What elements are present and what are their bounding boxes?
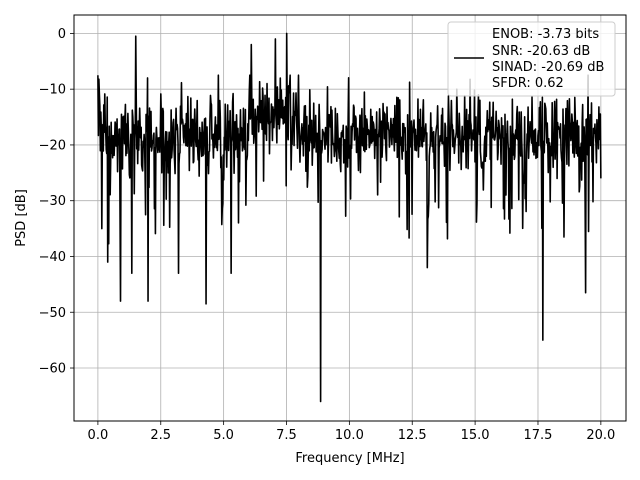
x-tick-label: 0.0 (88, 428, 109, 443)
x-tick-label: 5.0 (213, 428, 234, 443)
y-tick-label: −50 (39, 306, 66, 321)
y-axis-ticks: 0 −10 −20 −30 −40 −50 −60 (39, 27, 74, 377)
legend: ENOB: -3.73 bits SNR: -20.63 dB SINAD: -… (447, 21, 616, 97)
legend-enob: ENOB: -3.73 bits (492, 27, 599, 42)
psd-series-line (97, 32, 602, 403)
x-tick-label: 17.5 (524, 428, 553, 443)
legend-box (447, 21, 616, 97)
y-axis-title: PSD [dB] (14, 189, 29, 247)
plot-frame (73, 14, 627, 422)
x-tick-label: 20.0 (586, 428, 615, 443)
legend-snr: SNR: -20.63 dB (492, 44, 590, 59)
x-tick-label: 10.0 (335, 428, 364, 443)
y-tick-label: −20 (39, 138, 66, 153)
y-tick-label: −40 (39, 250, 66, 265)
y-tick-label: −30 (39, 194, 66, 209)
x-axis-ticks: 0.0 2.5 5.0 7.5 10.0 12.5 15.0 17.5 20.0 (88, 421, 615, 443)
legend-sfdr: SFDR: 0.62 (492, 76, 564, 91)
x-tick-label: 12.5 (398, 428, 427, 443)
legend-sinad: SINAD: -20.69 dB (492, 60, 604, 75)
x-tick-label: 7.5 (276, 428, 297, 443)
y-tick-label: 0 (58, 27, 66, 42)
y-tick-label: −60 (39, 362, 66, 377)
x-axis-title: Frequency [MHz] (295, 451, 404, 466)
x-tick-label: 2.5 (150, 428, 171, 443)
y-tick-label: −10 (39, 83, 66, 98)
x-tick-label: 15.0 (461, 428, 490, 443)
